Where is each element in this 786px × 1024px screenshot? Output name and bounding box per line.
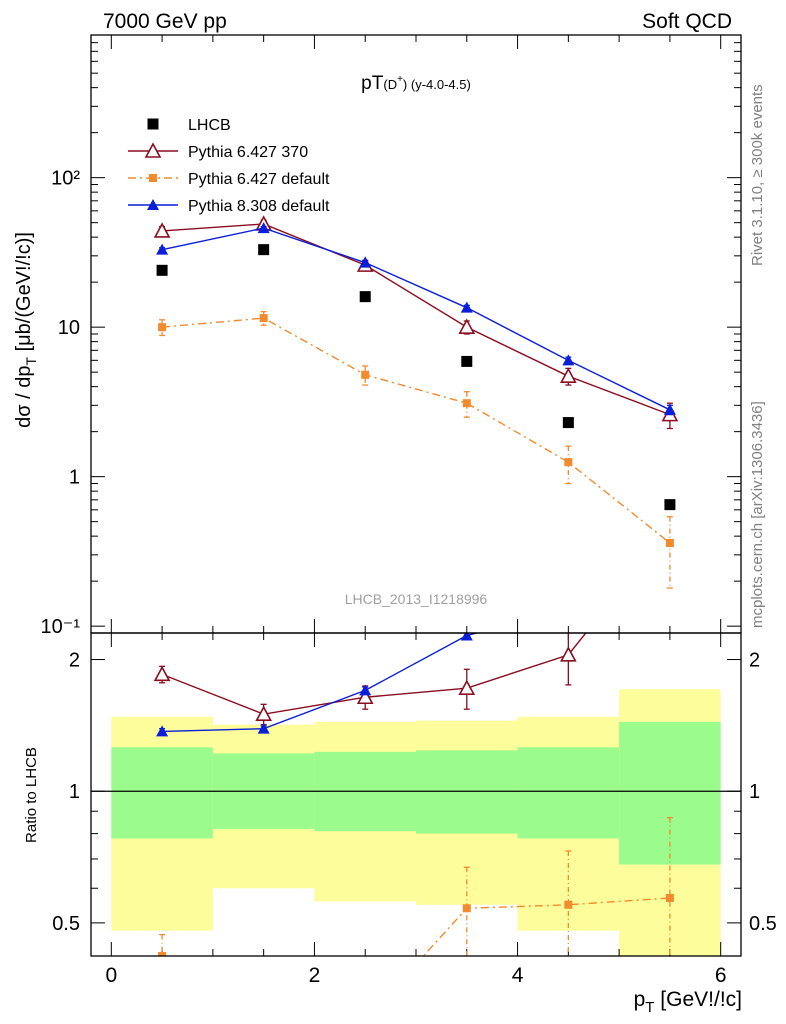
axes: 0 2 4 6 10⁻¹ 1 10 10² 0.5 0.5 1 1 2 2	[41, 34, 777, 987]
y-tick-label: 1	[69, 781, 80, 803]
data-point	[156, 243, 169, 255]
x-label-sub: T	[645, 999, 654, 1016]
y-axis-label-ratio: Ratio to LHCB	[23, 747, 40, 843]
x-tick-label: 2	[309, 964, 321, 987]
legend-label: LHCB	[188, 117, 231, 134]
y-tick-label-right: 1	[749, 781, 760, 803]
data-point	[462, 399, 471, 408]
chart-title: pT(D+) (y-4.0-4.5)	[361, 73, 471, 94]
series-line	[162, 317, 671, 544]
legend-marker	[147, 199, 159, 210]
data-point	[255, 705, 272, 721]
x-label-main: p	[634, 988, 646, 1011]
data-point	[560, 367, 577, 383]
chart-title-main: pT	[361, 73, 384, 94]
band-inner	[619, 721, 721, 865]
rivet-label: Rivet 3.1.10, ≥ 300k events	[749, 84, 766, 266]
data-point	[562, 417, 574, 429]
y-label-tail: [μb/(GeV!/!c)]	[13, 232, 35, 357]
x-tick-label: 0	[105, 964, 117, 987]
data-point	[359, 291, 371, 303]
data-point	[458, 318, 476, 334]
legend: LHCB Pythia 6.427 370 Pythia 6.427 default…	[128, 117, 330, 215]
data-point	[361, 370, 370, 379]
data-point	[361, 1016, 369, 1024]
data-point	[359, 684, 372, 696]
data-point	[460, 301, 473, 313]
data-point	[665, 538, 674, 547]
y-tick-label: 1	[69, 467, 80, 489]
data-point	[460, 633, 473, 641]
series-line	[162, 223, 671, 416]
legend-label: Pythia 8.308 default	[188, 198, 330, 215]
y-tick-label: 2	[69, 650, 80, 672]
y-tick-label-right: 2	[749, 650, 760, 672]
data-point	[665, 893, 674, 902]
data-point	[663, 403, 676, 415]
data-point	[257, 722, 270, 734]
y-tick-label: 0.5	[52, 913, 80, 935]
data-point	[562, 354, 575, 366]
legend-marker	[144, 142, 162, 158]
data-point	[664, 499, 676, 511]
header-right: Soft QCD	[642, 10, 732, 33]
uncertainty-bands	[91, 689, 741, 956]
band-inner	[416, 750, 518, 834]
chart-title-tail: ) (y-4.0-4.5)	[403, 77, 471, 92]
y-label-main: dσ / dp	[13, 366, 35, 428]
data-point	[158, 952, 167, 956]
data-point	[564, 900, 573, 909]
legend-label: Pythia 6.427 370	[188, 144, 308, 161]
series-line	[162, 633, 480, 733]
data-point	[153, 665, 171, 682]
x-label-tail: [GeV!/!c]	[654, 988, 742, 1011]
x-axis-label: pT [GeV!/!c]	[634, 988, 742, 1016]
data-point	[156, 264, 168, 276]
data-point	[462, 904, 471, 913]
data-point	[156, 725, 169, 737]
legend-label: Pythia 6.427 default	[188, 171, 330, 188]
analysis-watermark: LHCB_2013_I1218996	[345, 591, 488, 607]
header-left: 7000 GeV pp	[103, 10, 227, 33]
data-point	[562, 604, 574, 615]
y-tick-label: 10²	[51, 168, 80, 190]
legend-marker	[147, 118, 159, 130]
data-point	[461, 355, 473, 367]
series-line	[161, 633, 587, 715]
series-line	[161, 227, 671, 411]
data-point	[257, 222, 270, 234]
band-inner	[517, 747, 620, 839]
data-point	[458, 679, 476, 695]
data-point	[259, 314, 268, 323]
series-ratio	[153, 604, 674, 1024]
y-tick-label: 10⁻¹	[41, 616, 81, 638]
y-tick-label: 10	[58, 317, 80, 339]
mcplots-label: mcplots.cern.ch [arXiv:1306.3436]	[749, 401, 766, 628]
data-point	[153, 222, 171, 238]
series-main	[153, 215, 679, 589]
x-tick-label: 6	[715, 964, 727, 987]
band-inner	[111, 747, 213, 839]
y-tick-label-right: 0.5	[749, 913, 777, 935]
data-point	[560, 646, 577, 662]
chart-title-sup: +	[397, 74, 403, 85]
data-point	[258, 244, 270, 256]
chart-title-sub: (D	[383, 77, 397, 92]
data-point	[564, 458, 573, 467]
data-point	[260, 987, 268, 995]
data-point	[359, 256, 372, 268]
data-point	[158, 323, 167, 332]
ratio-frame	[90, 632, 742, 957]
x-tick-label: 4	[512, 964, 524, 987]
y-axis-label-top: dσ / dpT [μb/(GeV!/!c)]	[13, 232, 39, 428]
data-point	[356, 688, 374, 705]
legend-marker	[149, 174, 157, 182]
y-label-sub: T	[23, 357, 39, 366]
